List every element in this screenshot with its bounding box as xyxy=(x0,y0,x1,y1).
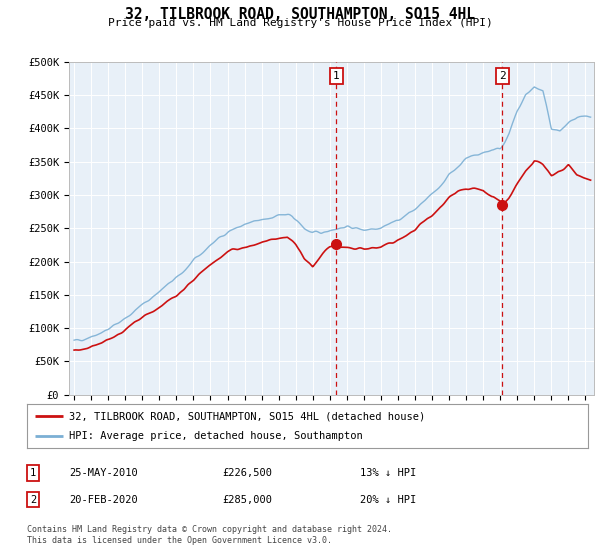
Text: 2: 2 xyxy=(30,494,36,505)
Text: 32, TILBROOK ROAD, SOUTHAMPTON, SO15 4HL: 32, TILBROOK ROAD, SOUTHAMPTON, SO15 4HL xyxy=(125,7,475,22)
Text: Price paid vs. HM Land Registry's House Price Index (HPI): Price paid vs. HM Land Registry's House … xyxy=(107,18,493,29)
Text: 20-FEB-2020: 20-FEB-2020 xyxy=(69,494,138,505)
Text: 20% ↓ HPI: 20% ↓ HPI xyxy=(360,494,416,505)
Text: 1: 1 xyxy=(333,71,340,81)
Text: 1: 1 xyxy=(30,468,36,478)
Text: £285,000: £285,000 xyxy=(222,494,272,505)
Text: Contains HM Land Registry data © Crown copyright and database right 2024.
This d: Contains HM Land Registry data © Crown c… xyxy=(27,525,392,545)
Text: HPI: Average price, detached house, Southampton: HPI: Average price, detached house, Sout… xyxy=(69,431,363,441)
Text: £226,500: £226,500 xyxy=(222,468,272,478)
Text: 32, TILBROOK ROAD, SOUTHAMPTON, SO15 4HL (detached house): 32, TILBROOK ROAD, SOUTHAMPTON, SO15 4HL… xyxy=(69,411,425,421)
Text: 25-MAY-2010: 25-MAY-2010 xyxy=(69,468,138,478)
Text: 2: 2 xyxy=(499,71,506,81)
Text: 13% ↓ HPI: 13% ↓ HPI xyxy=(360,468,416,478)
